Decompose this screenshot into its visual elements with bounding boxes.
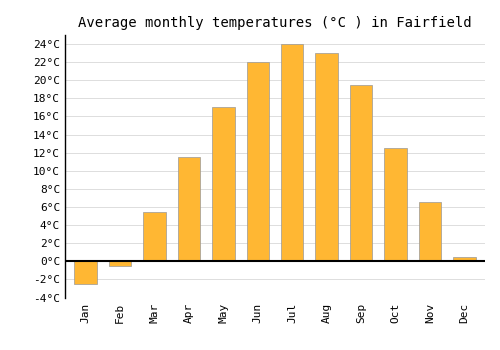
Bar (109, 261, 132, 266)
Title: Average monthly temperatures (°C ) in Fairfield: Average monthly temperatures (°C ) in Fa… (78, 16, 472, 30)
Bar (212, 107, 234, 261)
Bar (316, 53, 338, 261)
Bar (384, 148, 406, 261)
Bar (453, 257, 475, 261)
Bar (144, 211, 166, 261)
Bar (178, 157, 200, 261)
Bar (350, 85, 372, 261)
Bar (74, 261, 97, 284)
Bar (418, 202, 441, 261)
Bar (246, 62, 269, 261)
Bar (281, 44, 303, 261)
